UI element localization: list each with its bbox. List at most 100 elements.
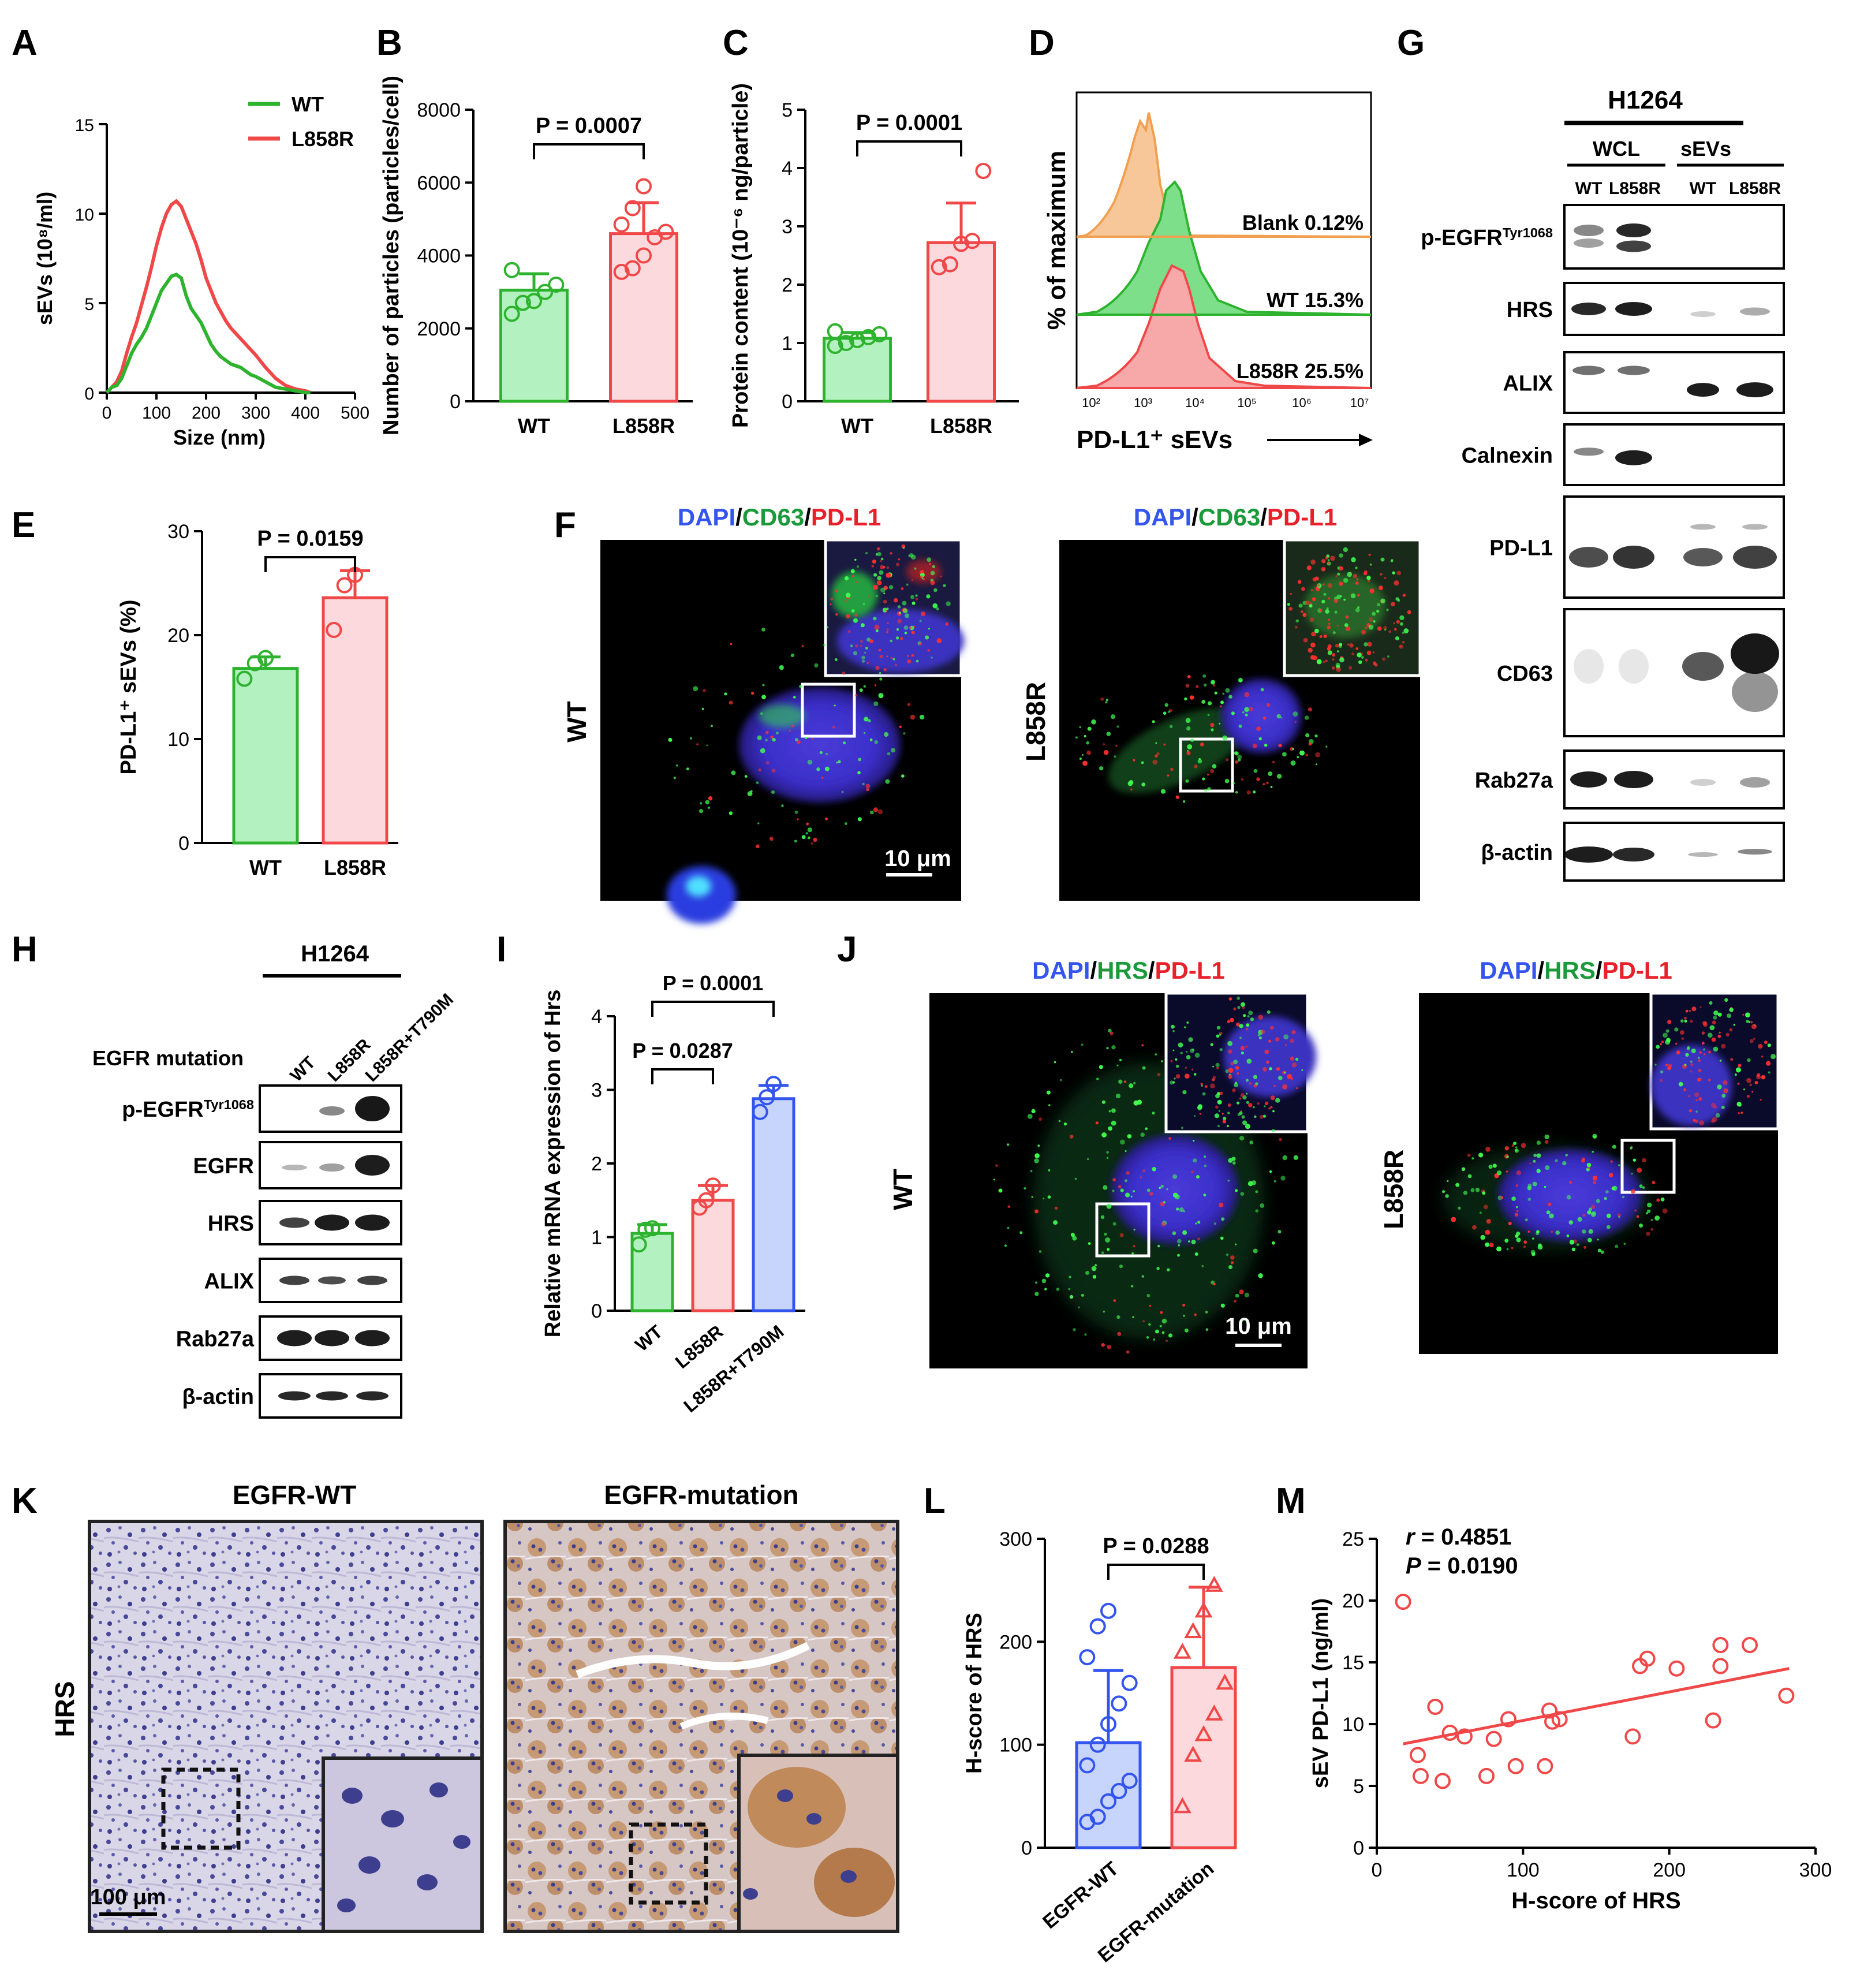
- fluorescent-speckle: [1079, 758, 1082, 760]
- fluorescent-speckle: [1054, 1061, 1056, 1064]
- fluorescent-speckle: [1361, 629, 1366, 635]
- fluorescent-speckle: [1382, 657, 1386, 661]
- fluorescent-speckle: [1156, 1267, 1160, 1270]
- fluorescent-speckle: [1216, 1092, 1220, 1096]
- fluorescent-speckle: [1264, 1049, 1269, 1054]
- fluorescent-speckle: [1506, 1170, 1508, 1173]
- fluorescent-speckle: [1266, 1060, 1269, 1064]
- if-image-j-wt: 10 μm: [929, 991, 1316, 1368]
- fluorescent-speckle: [1237, 755, 1242, 760]
- fluorescent-speckle: [1327, 625, 1331, 629]
- fluorescent-speckle: [1100, 1215, 1105, 1219]
- fluorescent-speckle: [1152, 1112, 1155, 1115]
- fluorescent-speckle: [1185, 779, 1189, 783]
- blot-g-lane: WT: [1690, 179, 1717, 198]
- category-label: L858R: [930, 414, 992, 438]
- fluorescent-speckle: [878, 648, 881, 652]
- fluorescent-speckle: [919, 620, 922, 622]
- fluorescent-speckle: [1515, 1184, 1518, 1187]
- fluorescent-speckle: [1288, 607, 1293, 611]
- data-point: [1194, 1601, 1213, 1618]
- y-tick-label: 4000: [417, 245, 461, 267]
- fluorescent-speckle: [1345, 615, 1349, 619]
- fluorescent-speckle: [1308, 647, 1313, 653]
- fluorescent-speckle: [1086, 750, 1091, 755]
- data-point: [953, 236, 969, 252]
- fluorescent-speckle: [879, 654, 883, 658]
- fluorescent-speckle: [855, 644, 858, 648]
- fluorescent-speckle: [1631, 1189, 1635, 1194]
- fluorescent-speckle: [1247, 1181, 1253, 1187]
- fluorescent-speckle: [1266, 781, 1269, 784]
- fluorescent-speckle: [1569, 1181, 1572, 1184]
- fluorescent-speckle: [1642, 1186, 1645, 1189]
- y-tick-label: 10: [75, 206, 94, 225]
- fluorescent-speckle: [807, 827, 813, 833]
- blot-g-lane: L858R: [1729, 179, 1781, 198]
- fluorescent-speckle: [1623, 1243, 1626, 1245]
- fluorescent-speckle: [936, 638, 942, 643]
- fluorescent-speckle: [1339, 553, 1343, 558]
- fluorescent-speckle: [1712, 1117, 1717, 1122]
- fluorescent-speckle: [1660, 1070, 1664, 1074]
- fluorescent-speckle: [886, 655, 888, 658]
- fluorescent-speckle: [1295, 1057, 1299, 1061]
- p-value-label: P = 0.0287: [632, 1039, 733, 1062]
- blot-band: [279, 1217, 309, 1228]
- fluorescent-speckle: [1196, 685, 1199, 688]
- fluorescent-speckle: [1168, 1137, 1171, 1140]
- fluorescent-speckle: [1048, 1104, 1051, 1106]
- fluorescent-speckle: [1674, 1027, 1679, 1032]
- bar: [630, 1232, 674, 1312]
- panel-j-title-l858r: DAPI/HRS/PD-L1: [1480, 957, 1672, 984]
- fluorescent-speckle: [1155, 742, 1157, 744]
- fluorescent-speckle: [911, 554, 916, 560]
- fluorescent-speckle: [1566, 1234, 1570, 1237]
- category-label: L858R: [612, 414, 675, 438]
- fluorescent-speckle: [1195, 1222, 1197, 1225]
- fluorescent-speckle: [911, 631, 915, 635]
- fluorescent-speckle: [1255, 1082, 1258, 1086]
- fluorescent-speckle: [1527, 1186, 1532, 1191]
- fluorescent-speckle: [1163, 711, 1167, 715]
- fluorescent-speckle: [1231, 1157, 1236, 1161]
- fluorescent-speckle: [1194, 764, 1198, 769]
- fluorescent-speckle: [1373, 620, 1376, 623]
- fluorescent-speckle: [699, 809, 704, 814]
- fluorescent-speckle: [1684, 1064, 1687, 1066]
- fluorescent-speckle: [1475, 1188, 1480, 1192]
- fluorescent-speckle: [1262, 717, 1266, 720]
- fluorescent-speckle: [1141, 761, 1144, 764]
- fluorescent-speckle: [874, 684, 877, 687]
- data-point: [1205, 1704, 1223, 1721]
- fluorescent-speckle: [1596, 1199, 1600, 1203]
- legend-label: L858R: [292, 127, 354, 151]
- fluorescent-speckle: [1729, 1028, 1733, 1032]
- y-axis-label: H-score of HRS: [962, 1613, 987, 1774]
- fluorescent-speckle: [1301, 1069, 1303, 1071]
- fluorescent-speckle: [1529, 1162, 1532, 1165]
- fluorescent-speckle: [1115, 745, 1118, 747]
- fluorescent-speckle: [1106, 1203, 1112, 1209]
- series-line: [105, 199, 311, 394]
- fluorescent-speckle: [1188, 1240, 1190, 1243]
- fluorescent-speckle: [1228, 1068, 1234, 1073]
- fluorescent-speckle: [690, 737, 692, 740]
- panel-letter-d: D: [1029, 23, 1055, 63]
- fluorescent-speckle: [1367, 579, 1370, 583]
- fluorescent-speckle: [1749, 1039, 1754, 1043]
- significance-bracket: [651, 1001, 775, 1017]
- fluorescent-speckle: [1214, 1113, 1220, 1118]
- panel-letter-j: J: [837, 930, 857, 969]
- fluorescent-speckle: [1116, 1315, 1120, 1319]
- flow-x-axis-label: PD-L1⁺ sEVs: [1077, 426, 1232, 454]
- fluorescent-speckle: [1750, 1021, 1753, 1024]
- fluorescent-speckle: [869, 738, 873, 741]
- fluorescent-speckle: [1544, 1185, 1547, 1188]
- x-tick-label: 0: [1372, 1859, 1383, 1881]
- fluorescent-speckle: [1245, 1092, 1248, 1095]
- fluorescent-speckle: [794, 738, 798, 741]
- data-point: [1216, 1673, 1234, 1690]
- fluorescent-speckle: [835, 590, 838, 592]
- fluorescent-speckle: [1244, 692, 1250, 698]
